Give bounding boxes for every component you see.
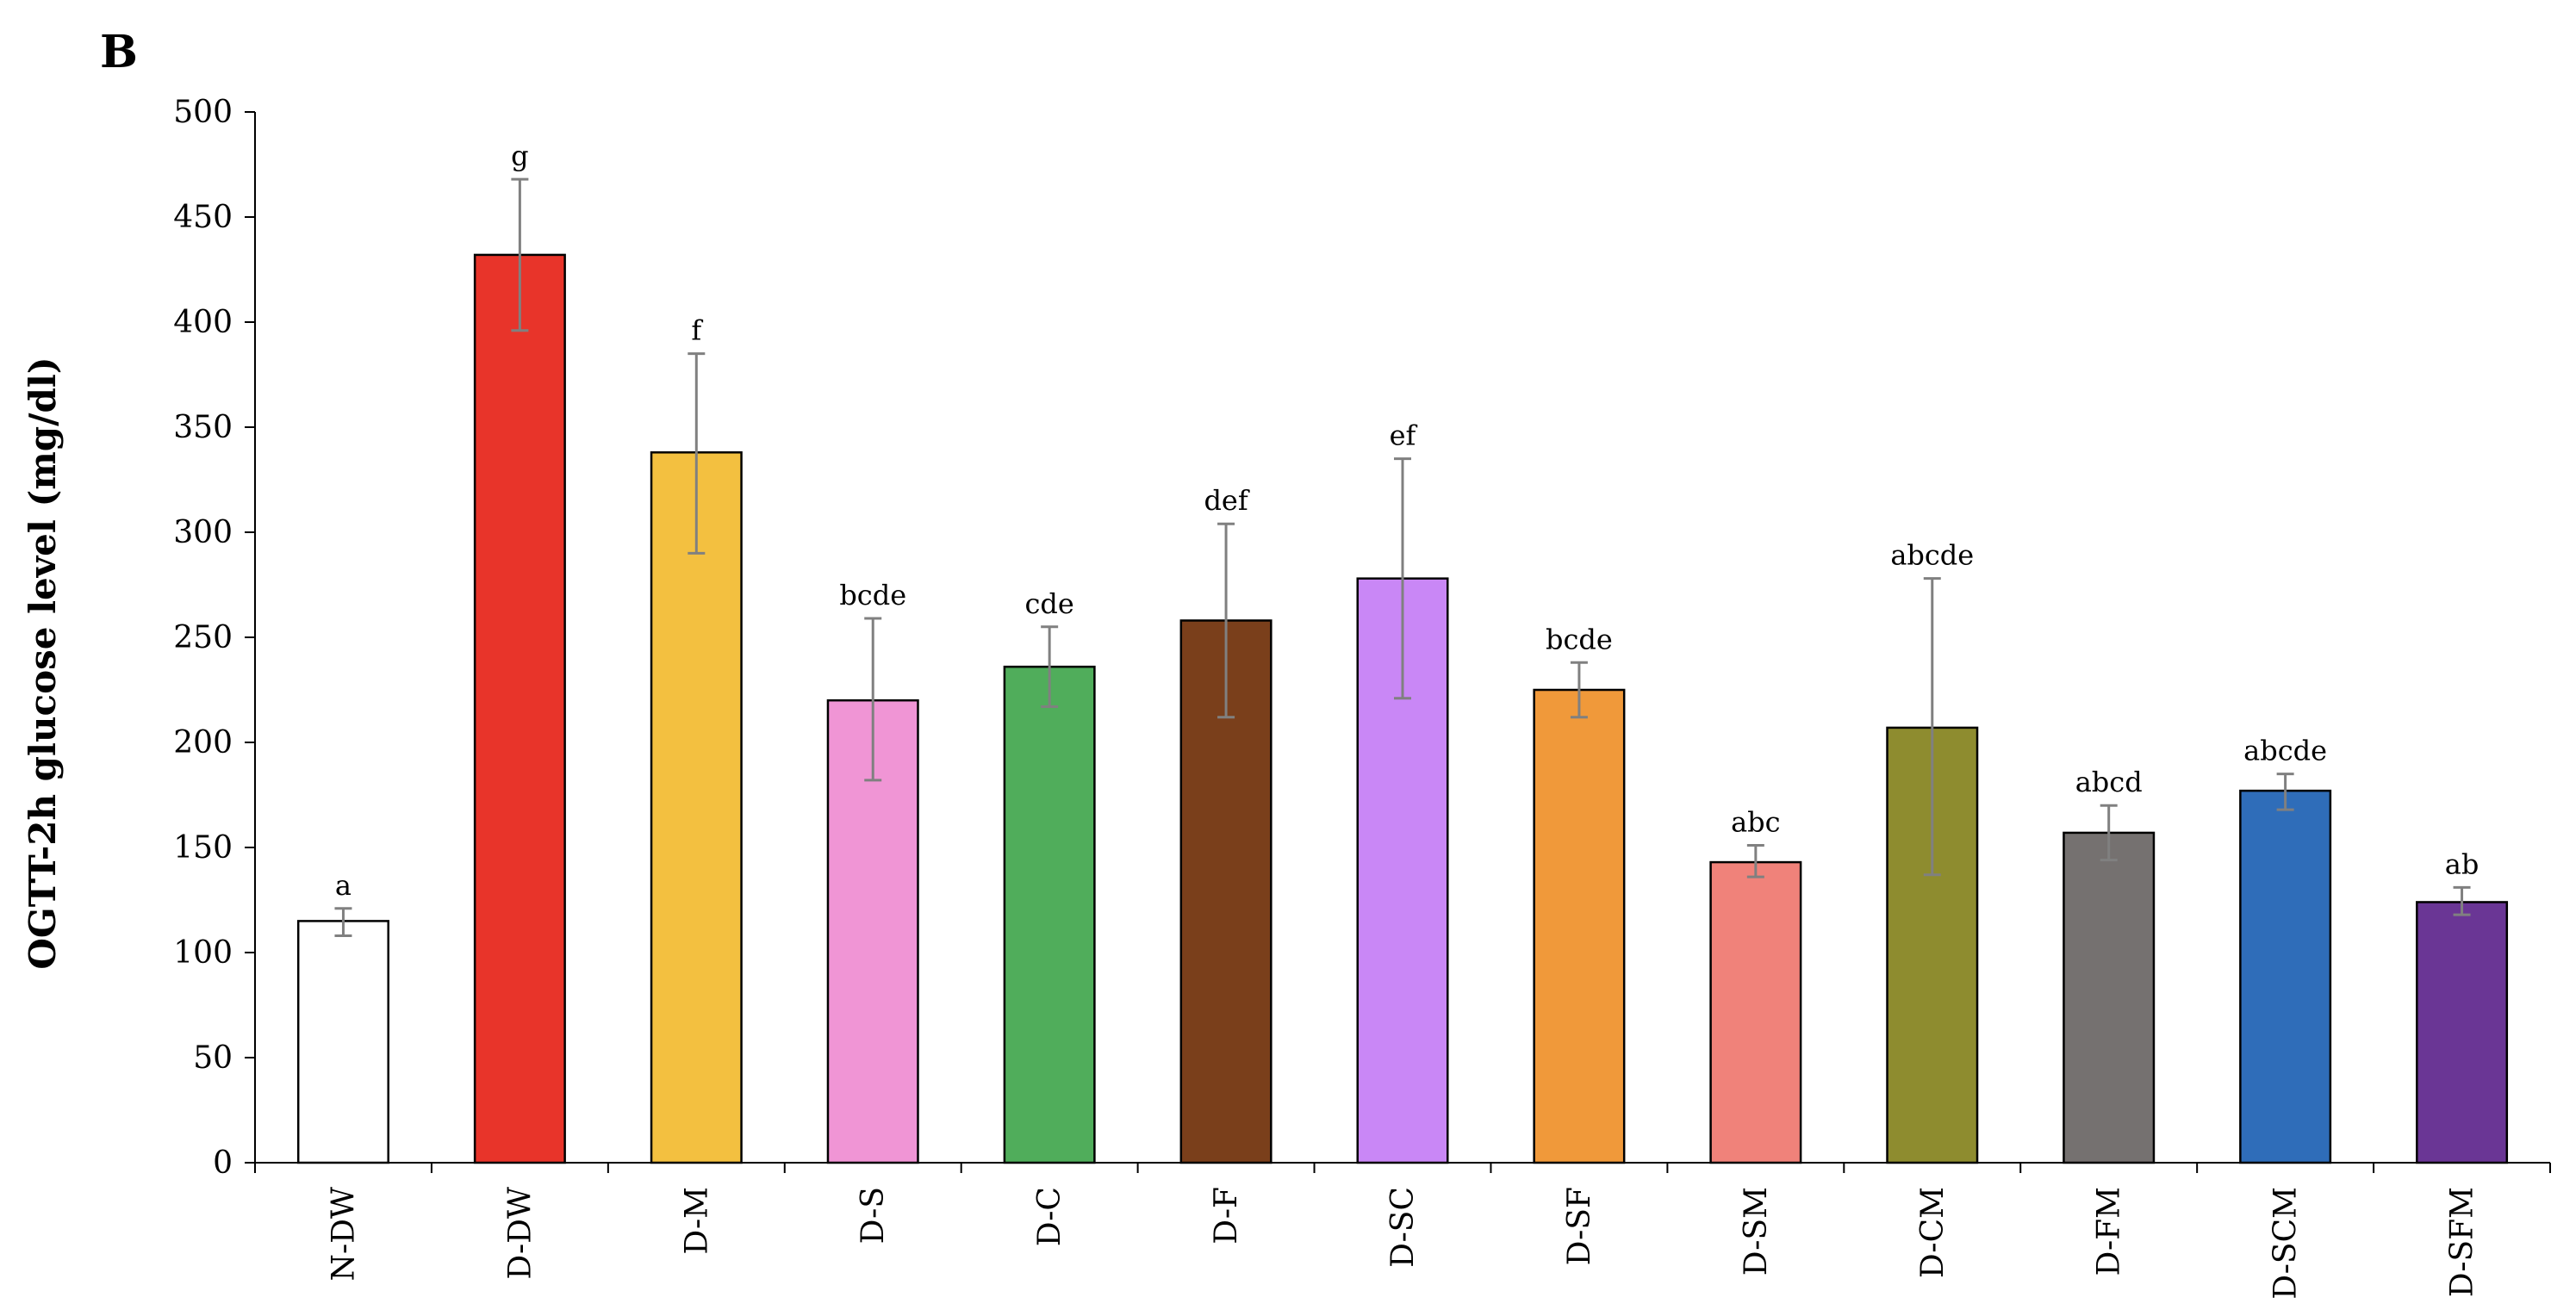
y-tick-label: 500 (173, 95, 233, 130)
y-tick-label: 250 (173, 620, 233, 655)
error-bars (334, 177, 2471, 937)
significance-label: ef (1390, 419, 1418, 452)
significance-label: f (691, 314, 703, 347)
y-tick-label: 450 (173, 200, 233, 235)
bars (296, 253, 2509, 1164)
significance-labels: a g f bcde cde def ef bcde abc abcde abcd abcde ab (335, 140, 2479, 902)
y-tick-label: 400 (173, 305, 233, 340)
x-tick-labels: N-DW D-DW D-M D-S D-C D-F D-SC D-SF D-SM D-CM D-FM… (326, 1187, 2480, 1300)
x-category-label: D-C (1032, 1187, 1067, 1246)
x-category-label: D-CM (1915, 1187, 1951, 1278)
x-category-label: D-SFM (2445, 1187, 2480, 1297)
x-category-label: N-DW (326, 1187, 361, 1282)
bar (1003, 665, 1096, 1164)
bar (1533, 688, 1626, 1164)
bar (2239, 789, 2332, 1164)
y-tick-label: 100 (173, 935, 233, 971)
bar (2063, 831, 2156, 1164)
significance-label: a (335, 869, 352, 902)
x-category-label: D-F (1209, 1187, 1244, 1245)
significance-label: abcde (1890, 539, 1974, 572)
y-tick-label: 150 (173, 830, 233, 866)
x-category-label: D-M (679, 1187, 714, 1255)
significance-label: bcde (1546, 623, 1613, 655)
x-category-label: D-S (856, 1187, 891, 1244)
x-category-label: D-SCM (2268, 1187, 2304, 1300)
significance-label: abc (1731, 806, 1780, 839)
y-axis-label: OGTT-2h glucose level (mg/dl) (22, 357, 64, 969)
significance-label: g (511, 140, 528, 172)
y-tick-label: 50 (193, 1040, 233, 1076)
y-tick-label: 0 (213, 1145, 233, 1181)
significance-label: bcde (839, 579, 906, 611)
x-category-label: D-FM (2092, 1187, 2127, 1276)
y-tick-label: 200 (173, 725, 233, 760)
panel-label: B (100, 26, 138, 78)
significance-label: def (1204, 484, 1249, 517)
y-tick-labels: 0 50 100 150 200 250 300 350 400 450 500 (173, 95, 233, 1181)
y-tick-label: 300 (173, 515, 233, 550)
bar (650, 451, 743, 1164)
x-category-label: D-SM (1739, 1187, 1774, 1276)
x-category-label: D-DW (502, 1187, 538, 1280)
significance-label: ab (2445, 847, 2480, 880)
bar (1709, 860, 1802, 1164)
bar (2416, 901, 2509, 1164)
significance-label: cde (1024, 587, 1073, 620)
bar (473, 253, 566, 1164)
x-category-label: D-SF (1562, 1187, 1597, 1265)
significance-label: abcd (2075, 766, 2143, 798)
x-category-label: D-SC (1385, 1187, 1421, 1268)
bar (296, 920, 389, 1164)
y-tick-label: 350 (173, 410, 233, 445)
significance-label: abcde (2243, 735, 2327, 767)
